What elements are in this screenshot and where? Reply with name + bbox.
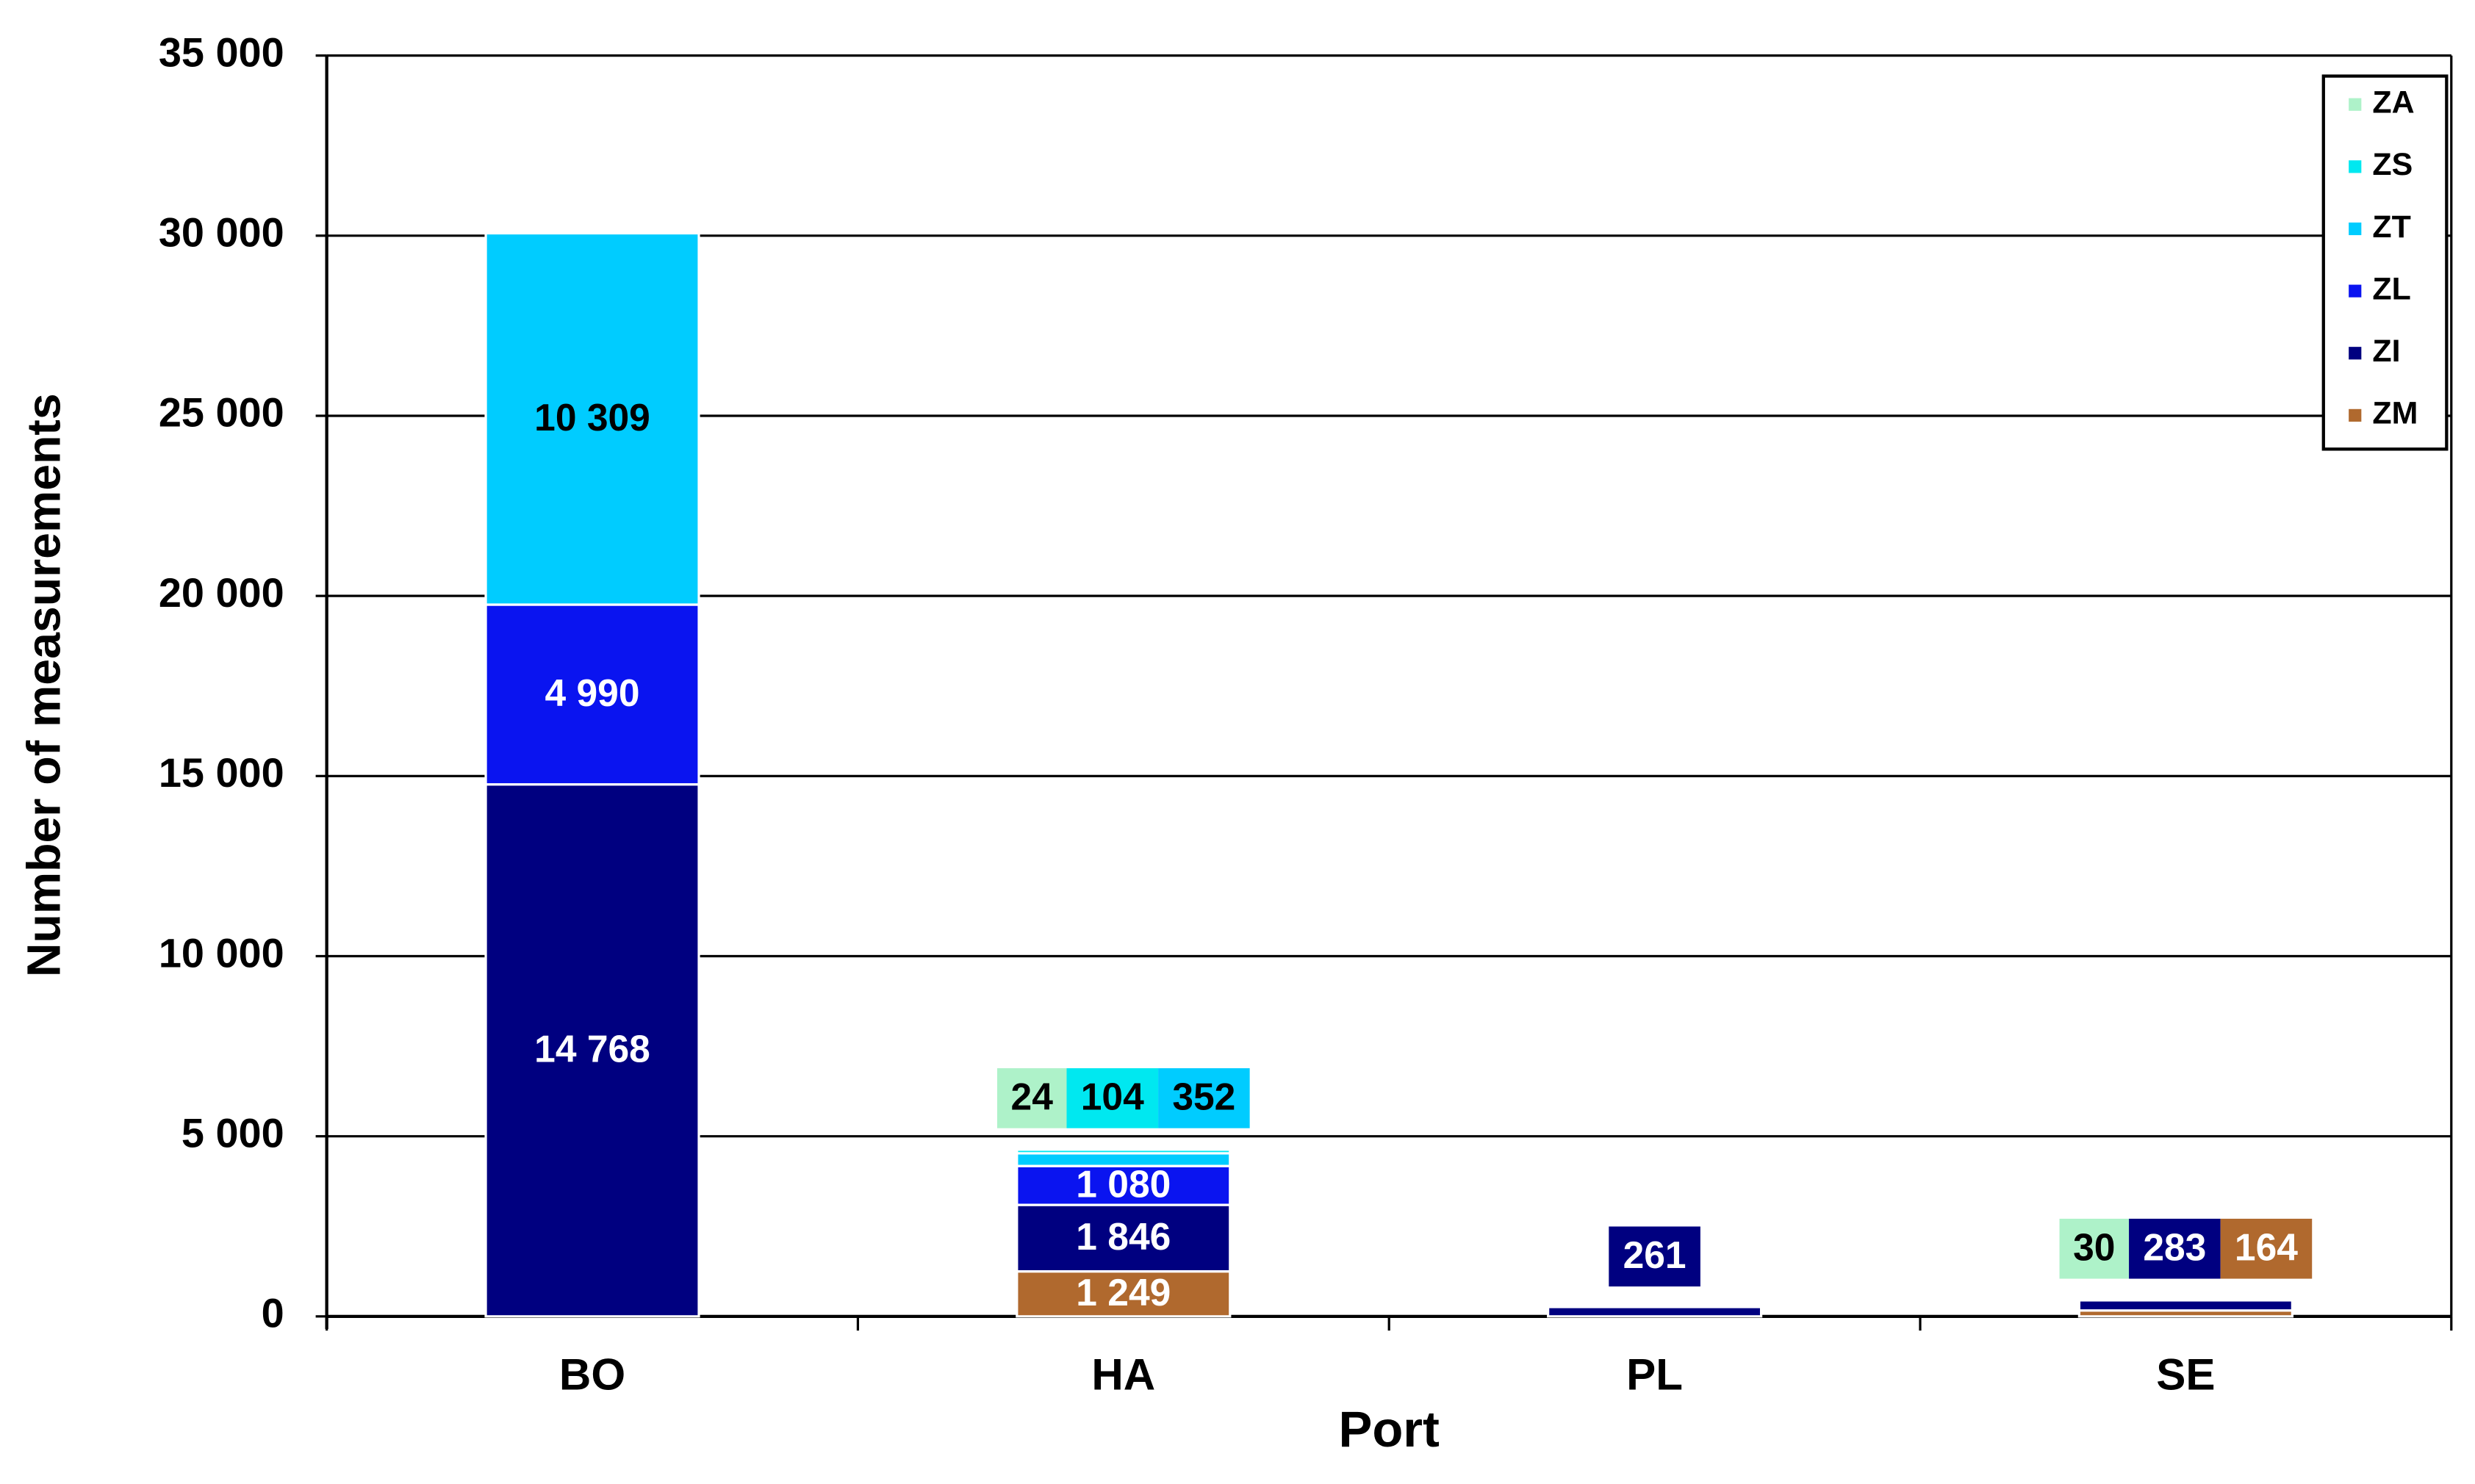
data-label: 1 846: [1076, 1215, 1171, 1258]
legend-label: ZA: [2372, 85, 2414, 120]
callout-box: [996, 1068, 1067, 1128]
x-tick-label: SE: [2156, 1350, 2215, 1400]
data-label: 104: [1081, 1076, 1144, 1118]
y-tick-label: 25 000: [159, 389, 284, 436]
legend-marker: [2349, 98, 2362, 111]
bar-segment: [1016, 1152, 1232, 1167]
legend-label: ZT: [2372, 209, 2410, 245]
bar-segment: [2077, 1297, 2293, 1302]
legend-marker: [2349, 408, 2362, 422]
bar-segment: [484, 603, 700, 786]
legend-label: ZI: [2372, 334, 2400, 369]
data-label: 283: [2143, 1226, 2206, 1269]
callout-box: [1609, 1226, 1700, 1287]
y-tick-label: 35 000: [159, 29, 284, 75]
legend-label: ZS: [2372, 147, 2413, 182]
bar-segment: [1547, 1305, 1763, 1318]
data-label: 352: [1172, 1076, 1235, 1118]
data-label: 4 990: [545, 671, 640, 714]
callout-box: [1066, 1068, 1159, 1128]
legend-box: [2321, 74, 2449, 451]
y-tick-label: 15 000: [159, 749, 284, 796]
legend-label: ZM: [2372, 396, 2418, 431]
bar-segment: [484, 783, 700, 1318]
legend-label: ZL: [2372, 271, 2410, 306]
data-label: 24: [1011, 1076, 1054, 1118]
x-axis-label: Port: [1338, 1401, 1440, 1458]
bar-segment: [2077, 1299, 2293, 1312]
x-tick-label: HA: [1091, 1350, 1155, 1400]
y-tick-label: 20 000: [159, 569, 284, 616]
data-label: 1 249: [1076, 1271, 1171, 1314]
data-label: 10 309: [534, 396, 650, 439]
y-tick-label: 5 000: [182, 1109, 284, 1156]
bar-segment: [1016, 1147, 1232, 1151]
data-label: 1 080: [1076, 1162, 1171, 1205]
data-label: 164: [2235, 1226, 2298, 1269]
bar-segment: [484, 231, 700, 606]
x-tick-label: BO: [559, 1350, 625, 1400]
callout-box: [2129, 1218, 2221, 1279]
legend-marker: [2349, 347, 2362, 360]
callout-box: [2220, 1218, 2313, 1279]
data-label: 30: [2073, 1226, 2115, 1269]
data-label: 14 768: [534, 1028, 650, 1070]
legend-marker: [2349, 284, 2362, 298]
callout-box: [2059, 1218, 2130, 1279]
legend-marker: [2349, 160, 2362, 173]
legend-marker: [2349, 222, 2362, 236]
y-axis-label: Number of measurements: [17, 393, 70, 977]
callout-box: [1158, 1068, 1250, 1128]
y-tick-label: 30 000: [159, 209, 284, 256]
x-tick-label: PL: [1626, 1350, 1683, 1400]
y-tick-label: 0: [262, 1290, 284, 1336]
y-tick-label: 10 000: [159, 929, 284, 976]
data-label: 261: [1623, 1233, 1686, 1276]
